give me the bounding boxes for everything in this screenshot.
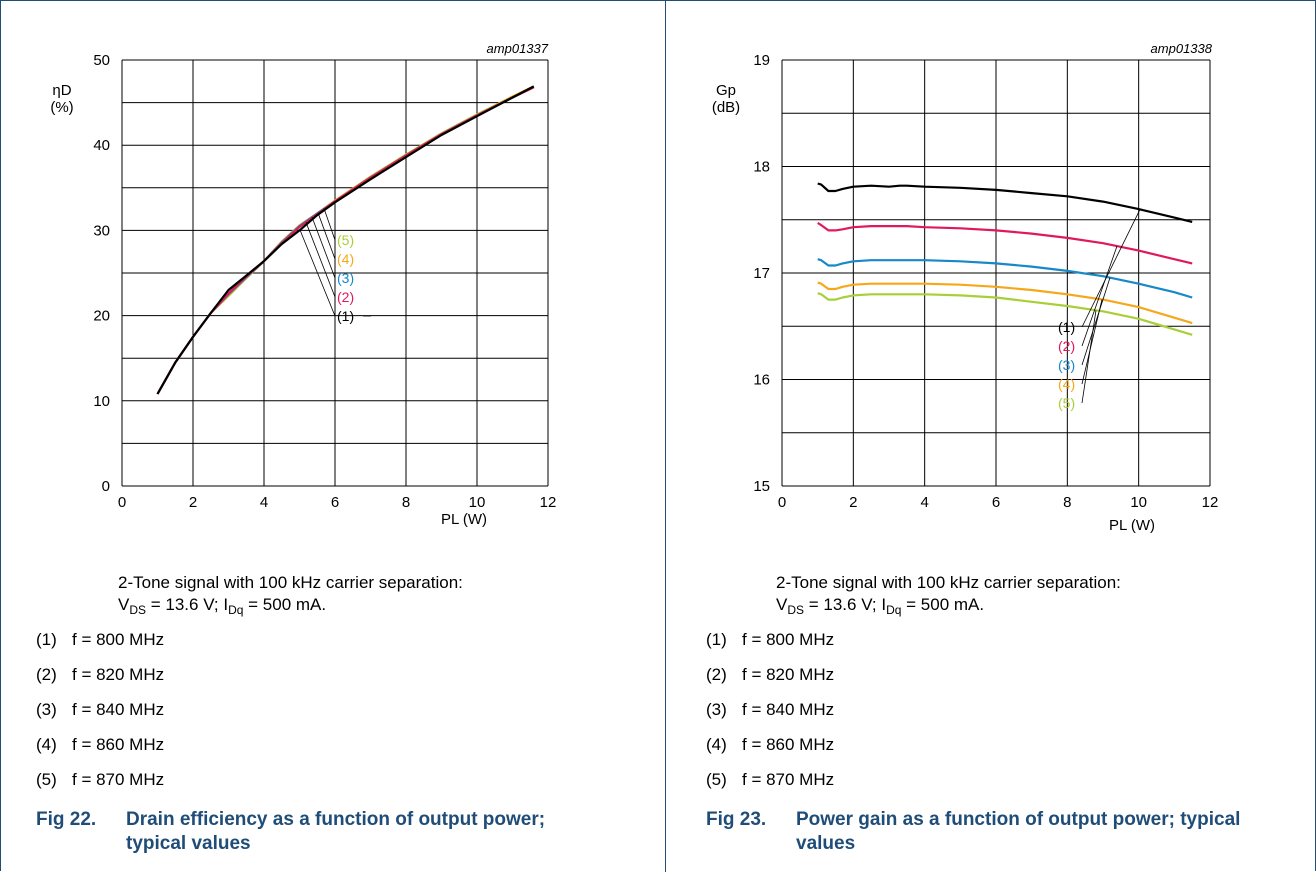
series-label: (1) [1058, 319, 1075, 335]
figure-number: Fig 22. [36, 809, 97, 830]
x-axis-label: PL (W) [441, 511, 487, 528]
leader-line [311, 216, 336, 279]
leader-line [1081, 209, 1141, 328]
caption-line-2: VDS = 13.6 V; IDq = 500 mA. [118, 595, 327, 617]
series-line-4 [817, 281, 1193, 325]
series-label: (3) [337, 270, 354, 286]
leader-line [317, 212, 336, 260]
caption-line-1: 2-Tone signal with 100 kHz carrier separ… [776, 573, 1121, 592]
x-tick-label: 12 [540, 494, 557, 511]
gain-chart: 0 2 4 6 8 10 12 15 16 17 18 19 (1) (2) (3) (4) (5) amp0… [712, 41, 1219, 534]
legend-item: (5) f = 870 MHz [706, 770, 835, 789]
legend-item: (1) f = 800 MHz [706, 630, 835, 649]
y-tick-label: 17 [753, 265, 770, 282]
x-tick-label: 12 [1202, 494, 1219, 511]
leader-line [1081, 245, 1118, 347]
y-axis-unit: (dB) [712, 99, 740, 116]
x-tick-label: 0 [778, 494, 786, 511]
legend-item: (3) f = 840 MHz [706, 700, 835, 719]
chart-caption: 2-Tone signal with 100 kHz carrier separ… [118, 572, 463, 616]
figure-title: Fig 23. Power gain as a function of outp… [706, 808, 1306, 858]
series-label: (3) [1058, 357, 1075, 373]
series-label: (1) [337, 308, 354, 324]
legend-item: (1) f = 800 MHz [36, 630, 165, 649]
x-axis-label: PL (W) [1109, 517, 1155, 534]
x-tick-label: 0 [118, 494, 126, 511]
leader-line [1081, 277, 1111, 366]
y-tick-label: 40 [93, 137, 110, 154]
y-axis-label: ηD [52, 82, 71, 99]
y-tick-label: 15 [753, 478, 770, 495]
x-tick-label: 2 [189, 494, 197, 511]
figure-title: Fig 22. Drain efficiency as a function o… [36, 808, 656, 858]
y-axis-label: Gp [716, 82, 736, 99]
y-tick-label: 50 [93, 52, 110, 69]
y-axis-unit: (%) [50, 99, 73, 116]
leader-line [299, 229, 336, 317]
caption-line-2: VDS = 13.6 V; IDq = 500 mA. [776, 595, 985, 617]
figure-number: Fig 23. [706, 809, 767, 830]
y-tick-label: 16 [753, 372, 770, 389]
x-tick-label: 8 [1063, 494, 1071, 511]
column-divider [665, 0, 666, 872]
y-tick-label: 0 [102, 478, 110, 495]
series-label: (5) [337, 232, 354, 248]
efficiency-chart: 0 2 4 6 8 10 12 0 10 20 30 40 50 (5) (4) (3) (2) (1) amp… [50, 41, 557, 528]
y-tick-label: 20 [93, 308, 110, 325]
series-line-1 [817, 182, 1193, 223]
series-label: (2) [337, 289, 354, 305]
x-tick-label: 4 [260, 494, 268, 511]
leader-line [1081, 299, 1103, 385]
chart-id-label: amp01337 [487, 41, 549, 56]
series-label: (4) [337, 251, 354, 267]
series-line-5 [817, 292, 1193, 336]
chart-id-label: amp01338 [1151, 41, 1213, 56]
legend-item: (2) f = 820 MHz [36, 665, 165, 684]
leader-line [1081, 310, 1097, 404]
y-tick-label: 19 [753, 52, 770, 69]
series-line-2 [817, 221, 1193, 265]
figure-panel-efficiency: 0 2 4 6 8 10 12 0 10 20 30 40 50 (5) (4) (3) (2) (1) amp… [36, 41, 656, 858]
x-tick-label: 4 [920, 494, 928, 511]
chart-caption: 2-Tone signal with 100 kHz carrier separ… [776, 572, 1121, 616]
x-tick-label: 2 [849, 494, 857, 511]
legend-list: (1) f = 800 MHz (2) f = 820 MHz (3) f = 840… [36, 622, 164, 797]
figure-title-text: Drain efficiency as a function of output… [126, 809, 546, 854]
legend-item: (3) f = 840 MHz [36, 700, 165, 719]
figure-panel-gain: 0 2 4 6 8 10 12 15 16 17 18 19 (1) (2) (3) (4) (5) amp0… [666, 0, 1316, 872]
legend-item: (2) f = 820 MHz [706, 665, 835, 684]
series-label: (4) [1058, 376, 1075, 392]
legend-list: (1) f = 800 MHz (2) f = 820 MHz (3) f = 840… [706, 622, 834, 797]
series-label: (2) [1058, 338, 1075, 354]
legend-item: (4) f = 860 MHz [36, 735, 165, 754]
y-tick-label: 18 [753, 159, 770, 176]
caption-line-1: 2-Tone signal with 100 kHz carrier separ… [118, 573, 463, 592]
x-tick-label: 6 [992, 494, 1000, 511]
series-label: (5) [1058, 395, 1075, 411]
x-tick-label: 10 [469, 494, 486, 511]
legend-item: (4) f = 860 MHz [706, 735, 835, 754]
x-tick-label: 8 [402, 494, 410, 511]
leader-line [323, 208, 336, 241]
series-line-1 [156, 85, 535, 395]
figure-title-text: Power gain as a function of output power… [796, 809, 1241, 854]
x-tick-label: 6 [331, 494, 339, 511]
y-tick-label: 30 [93, 222, 110, 239]
x-tick-label: 10 [1130, 494, 1147, 511]
legend-item: (5) f = 870 MHz [36, 770, 165, 789]
y-tick-label: 10 [93, 393, 110, 410]
leader-line [305, 222, 336, 298]
series-line-3 [817, 258, 1193, 299]
